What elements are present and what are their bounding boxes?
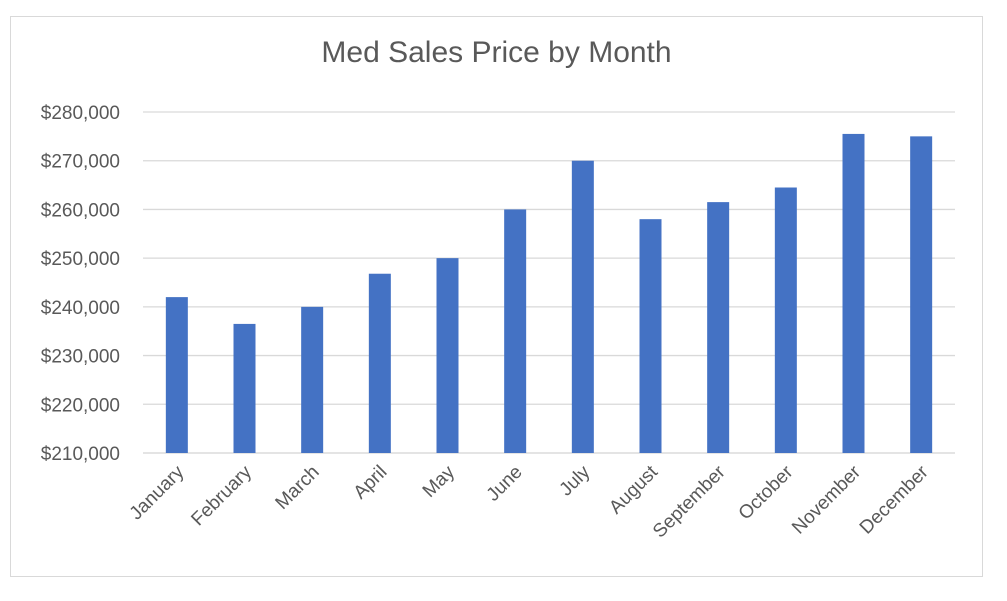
y-tick-label: $280,000 (41, 103, 120, 124)
x-tick-label-july: July (556, 461, 595, 500)
bar-july (571, 160, 594, 453)
x-tick-label-december: December (856, 461, 933, 538)
y-tick-label: $220,000 (41, 395, 120, 416)
y-tick-label: $240,000 (41, 298, 120, 319)
chart-frame (10, 16, 983, 577)
x-tick-label-october: October (735, 461, 798, 524)
y-tick-label: $250,000 (41, 249, 120, 270)
bar-april (368, 273, 391, 453)
y-tick-label: $270,000 (41, 152, 120, 173)
gridlines (143, 111, 955, 454)
bar-october (774, 187, 797, 453)
x-tick-label-february: February (187, 461, 256, 530)
bar-august (639, 219, 662, 453)
bar-june (504, 209, 527, 453)
y-tick-label: $260,000 (41, 200, 120, 221)
bar-december (910, 136, 933, 453)
x-tick-label-august: August (605, 461, 662, 518)
y-axis-tick-labels: $210,000 $220,000 $230,000 $240,000 $250,000… (41, 103, 120, 465)
bar-january (165, 297, 188, 453)
x-tick-label-september: September (649, 461, 730, 542)
y-tick-label: $210,000 (41, 444, 120, 465)
x-axis-tick-labels: January February March April May June July Augu… (126, 461, 933, 542)
x-tick-label-june: June (483, 462, 527, 506)
bar-february (233, 323, 256, 453)
chart-title: Med Sales Price by Month (321, 36, 672, 69)
x-tick-label-january: January (126, 461, 189, 524)
bars (165, 133, 933, 453)
x-tick-label-may: May (419, 461, 460, 502)
bar-november (842, 133, 865, 453)
bar-may (436, 258, 459, 453)
x-tick-label-november: November (788, 461, 865, 538)
x-tick-label-april: April (350, 462, 392, 504)
bar-september (707, 202, 730, 453)
x-tick-label-march: March (272, 462, 324, 514)
bar-march (301, 306, 324, 453)
y-tick-label: $230,000 (41, 347, 120, 368)
